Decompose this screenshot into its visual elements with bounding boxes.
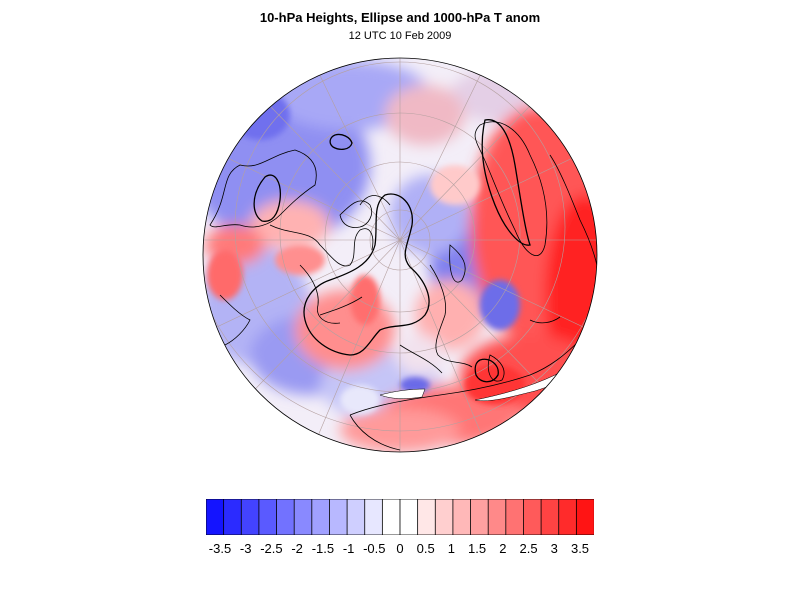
anomaly-field <box>203 58 597 452</box>
colorbar-swatch <box>240 498 260 536</box>
colorbar-swatch <box>523 498 542 536</box>
globe-outline <box>202 57 598 453</box>
coastlines <box>209 121 597 451</box>
colorbar-swatch <box>364 498 384 536</box>
colorbar-swatch <box>558 498 578 536</box>
colorbar-swatch <box>452 498 472 536</box>
colorbar-swatch <box>346 498 366 536</box>
colorbar-swatch <box>434 498 454 536</box>
colorbar-tick-label: -1 <box>342 541 355 556</box>
colorbar-swatch <box>575 498 595 536</box>
colorbar-tick-label: 1.5 <box>468 541 487 556</box>
colorbar-swatch <box>487 498 507 536</box>
colorbar-tick-label: -0.5 <box>363 541 386 556</box>
colorbar-tick-label: -1.5 <box>311 541 335 556</box>
map-title: 10-hPa Heights, Ellipse and 1000-hPa T a… <box>259 10 541 25</box>
colorbar-swatch <box>311 498 331 536</box>
colorbar-swatch <box>223 498 242 536</box>
colorbar-swatch <box>276 498 295 536</box>
colorbar-tick-label: 3.5 <box>570 541 590 556</box>
colorbar-swatch <box>381 498 401 536</box>
colorbar-swatch <box>470 498 489 536</box>
colorbar-tick-label: 2.5 <box>519 541 538 556</box>
colorbar-swatch <box>258 498 278 536</box>
map-subtitle: 12 UTC 10 Feb 2009 <box>348 30 452 42</box>
colorbar-tick-label: -2.5 <box>260 541 283 556</box>
colorbar-swatch <box>329 498 348 536</box>
colorbar-swatch <box>205 498 225 536</box>
colorbar-swatch <box>399 498 419 536</box>
colorbar-tick-label: -2 <box>291 541 303 556</box>
height-contours <box>253 119 531 383</box>
colorbar-labels: -3.5 -3 -2.5 -2 -1.5 -1 -0.5 0 0.5 1 1.5 2 2.5 3 3.5 <box>0 541 800 561</box>
colorbar-swatch <box>505 498 525 536</box>
colorbar-tick-label: 1 <box>447 541 456 556</box>
polar-map <box>200 55 600 455</box>
colorbar-swatch <box>417 498 436 536</box>
colorbar-tick-label: 0 <box>396 541 404 556</box>
colorbar-tick-label: -3 <box>239 541 252 556</box>
graticule <box>203 58 597 452</box>
colorbar-tick-label: 3 <box>550 541 558 556</box>
colorbar <box>205 498 595 536</box>
colorbar-svg <box>205 498 595 536</box>
colorbar-swatch <box>293 498 313 536</box>
colorbar-tick-label: -3.5 <box>208 541 232 556</box>
colorbar-tick-label: 0.5 <box>416 541 435 556</box>
polar-map-svg <box>202 57 598 453</box>
colorbar-swatch <box>540 498 560 536</box>
colorbar-tick-label: 2 <box>499 541 507 556</box>
